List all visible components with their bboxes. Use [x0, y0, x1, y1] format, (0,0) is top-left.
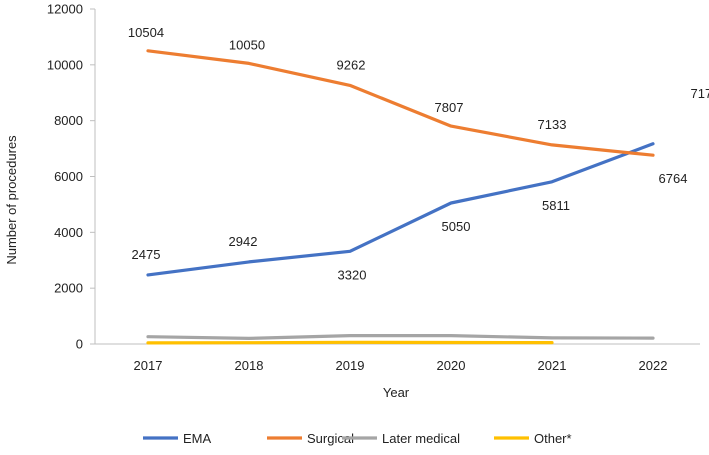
legend-label: EMA [183, 431, 212, 446]
y-tick-label: 10000 [47, 57, 83, 72]
series-line-later-medical [146, 334, 655, 340]
x-tick-label: 2020 [437, 358, 466, 373]
series-line-ema [146, 142, 655, 277]
y-tick-label: 0 [76, 337, 83, 352]
y-tick-label: 2000 [54, 281, 83, 296]
legend-label: Later medical [382, 431, 460, 446]
data-label: 9262 [337, 57, 366, 72]
x-tick-label: 2018 [235, 358, 264, 373]
y-tick-label: 6000 [54, 169, 83, 184]
x-axis: 2017 2018 2019 2020 2021 2022 [95, 343, 700, 373]
x-axis-title: Year [383, 385, 410, 400]
legend-label: Other* [534, 431, 572, 446]
data-label: 6764 [659, 171, 688, 186]
data-label: 7807 [435, 100, 464, 115]
y-tick-label: 8000 [54, 113, 83, 128]
data-label: 2475 [132, 247, 161, 262]
x-tick-label: 2019 [336, 358, 365, 373]
x-tick-label: 2021 [538, 358, 567, 373]
data-label: 3320 [338, 267, 367, 282]
series-lines [146, 49, 655, 345]
data-label: 2942 [229, 234, 258, 249]
data-label: 7133 [538, 117, 567, 132]
legend-label: Surgical [307, 431, 354, 446]
legend: EMA Surgical Later medical Other* [143, 431, 572, 446]
data-label: 10050 [229, 37, 265, 52]
x-tick-label: 2022 [639, 358, 668, 373]
series-line-other [146, 340, 554, 345]
x-tick-label: 2017 [134, 358, 163, 373]
data-label: 5811 [542, 198, 570, 213]
y-axis-title: Number of procedures [4, 135, 19, 265]
y-axis: 0 2000 4000 6000 8000 10000 12000 [47, 2, 96, 352]
data-label: 5050 [442, 219, 471, 234]
y-tick-label: 4000 [54, 225, 83, 240]
data-label: 10504 [128, 25, 164, 40]
y-tick-label: 12000 [47, 2, 83, 17]
series-line-surgical [146, 49, 655, 157]
